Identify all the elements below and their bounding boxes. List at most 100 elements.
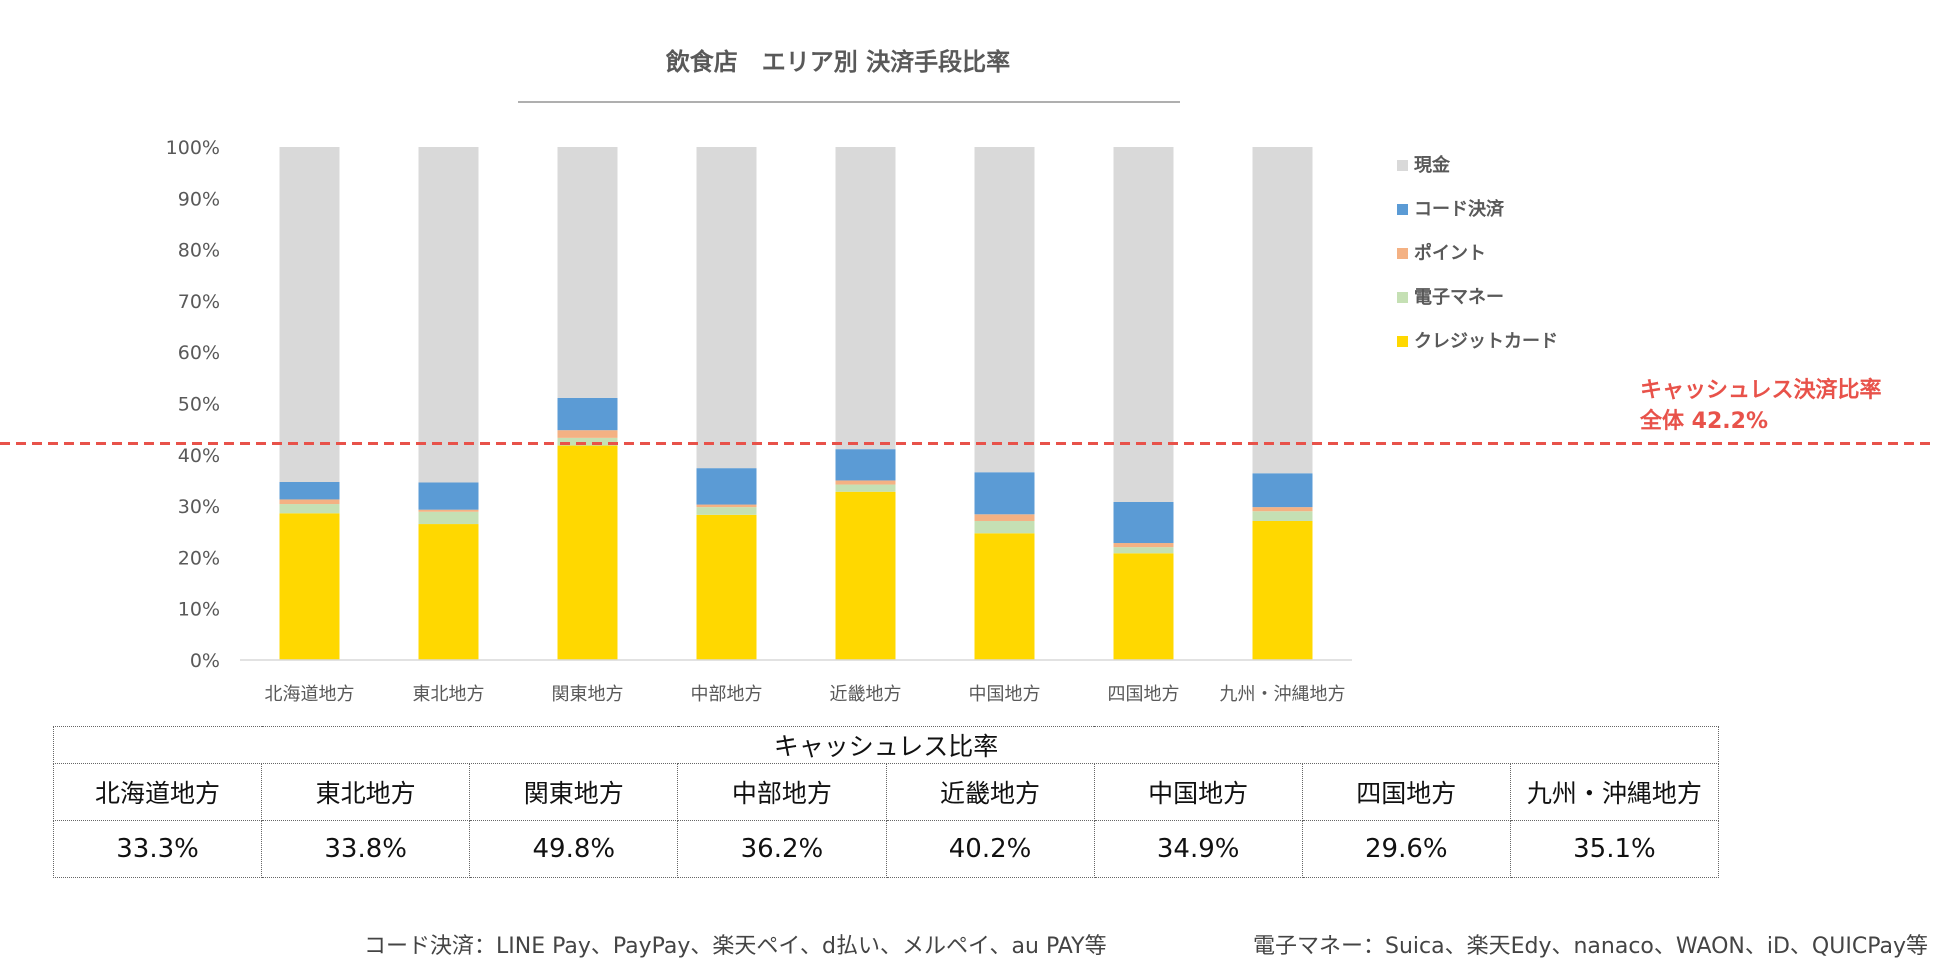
y-tick-label: 50% bbox=[178, 394, 220, 416]
bar-segment bbox=[279, 504, 340, 514]
y-tick-label: 10% bbox=[178, 599, 220, 621]
x-tick-label: 四国地方 bbox=[1108, 684, 1180, 705]
y-tick-label: 30% bbox=[178, 496, 220, 518]
x-tick-label: 中国地方 bbox=[969, 684, 1041, 705]
bar-segment bbox=[557, 430, 618, 438]
table-value-cell: 36.2% bbox=[677, 820, 887, 878]
reference-line-label: キャッシュレス決済比率 bbox=[1640, 377, 1882, 403]
legend-swatch bbox=[1397, 248, 1408, 259]
bar-segment bbox=[974, 533, 1035, 660]
table-region-cell: 東北地方 bbox=[261, 763, 471, 821]
bar-segment bbox=[1252, 473, 1313, 508]
cashless-rate-table: キャッシュレス比率 北海道地方 東北地方 関東地方 中部地方 近畿地方 中国地方… bbox=[52, 726, 1720, 878]
bar-segment bbox=[1113, 543, 1174, 548]
legend-swatch bbox=[1397, 204, 1408, 215]
bar-segment bbox=[557, 437, 618, 446]
bar-segment bbox=[418, 524, 479, 660]
table-row-values: 33.3% 33.8% 49.8% 36.2% 40.2% 34.9% 29.6… bbox=[52, 820, 1720, 878]
x-tick-label: 北海道地方 bbox=[265, 684, 355, 705]
bar-segment bbox=[279, 513, 340, 660]
table-row-regions: 北海道地方 東北地方 関東地方 中部地方 近畿地方 中国地方 四国地方 九州・沖… bbox=[52, 763, 1720, 821]
bar-segment bbox=[418, 147, 479, 483]
y-tick-label: 80% bbox=[178, 240, 220, 262]
bar-segment bbox=[835, 491, 896, 660]
y-axis: 0% 10% 20% 30% 40% 50% 60% 70% 80% 90% 100% bbox=[166, 137, 220, 672]
x-tick-label: 九州・沖縄地方 bbox=[1220, 684, 1346, 705]
bar-segment bbox=[835, 484, 896, 492]
bar-segment bbox=[1252, 507, 1313, 512]
bar-segment bbox=[279, 147, 340, 482]
legend-label: クレジットカード bbox=[1414, 331, 1558, 352]
table-region-cell: 関東地方 bbox=[469, 763, 679, 821]
bar-segment bbox=[279, 481, 340, 500]
bar-segment bbox=[557, 397, 618, 431]
bar-segment bbox=[974, 520, 1035, 534]
bar-segment bbox=[418, 511, 479, 525]
table-region-cell: 九州・沖縄地方 bbox=[1509, 763, 1720, 821]
bar-segment bbox=[696, 507, 757, 515]
x-tick-label: 近畿地方 bbox=[830, 684, 902, 705]
table-region-cell: 中部地方 bbox=[677, 763, 887, 821]
bar-segment bbox=[1113, 553, 1174, 660]
x-axis-labels: 北海道地方 東北地方 関東地方 中部地方 近畿地方 中国地方 四国地方 九州・沖縄地方 bbox=[265, 684, 1346, 705]
bar-segment bbox=[696, 147, 757, 469]
stacked-bar-chart: 飲食店 エリア別 決済手段比率 0% 10% 20% 30% 40% 50% 60% 70% 8… bbox=[0, 48, 1930, 705]
bar-segment bbox=[418, 509, 479, 512]
chart-title: 飲食店 エリア別 決済手段比率 bbox=[665, 48, 1010, 76]
table-value-cell: 29.6% bbox=[1301, 820, 1511, 878]
bar-segment bbox=[974, 472, 1035, 515]
bar-segment bbox=[557, 445, 618, 660]
x-tick-label: 東北地方 bbox=[413, 684, 485, 705]
y-tick-label: 0% bbox=[190, 650, 220, 672]
table-value-cell: 33.8% bbox=[261, 820, 471, 878]
reference-line-value: 全体 42.2% bbox=[1639, 408, 1768, 434]
legend-swatch bbox=[1397, 292, 1408, 303]
bar-segment bbox=[974, 147, 1035, 473]
legend-label: 現金 bbox=[1414, 154, 1451, 176]
bar-segment bbox=[974, 514, 1035, 521]
bar-segment bbox=[1252, 520, 1313, 660]
bar-segment bbox=[696, 468, 757, 505]
bar-segment bbox=[835, 147, 896, 450]
table-value-cell: 34.9% bbox=[1093, 820, 1303, 878]
bar-segment bbox=[418, 482, 479, 510]
x-tick-label: 関東地方 bbox=[552, 684, 624, 705]
legend-swatch bbox=[1397, 160, 1408, 171]
table-value-cell: 40.2% bbox=[885, 820, 1095, 878]
footnote-code-payment: コード決済：LINE Pay、PayPay、楽天ペイ、d払い、メルペイ、au P… bbox=[364, 934, 1107, 959]
bar-segment bbox=[1113, 501, 1174, 544]
table-value-cell: 33.3% bbox=[52, 820, 263, 878]
table-value-cell: 49.8% bbox=[469, 820, 679, 878]
bar-segment bbox=[1252, 511, 1313, 521]
table-region-cell: 中国地方 bbox=[1093, 763, 1303, 821]
table-region-cell: 四国地方 bbox=[1301, 763, 1511, 821]
bar-segment bbox=[696, 514, 757, 660]
legend-swatch bbox=[1397, 336, 1408, 347]
bar-segment bbox=[1113, 147, 1174, 502]
y-tick-label: 60% bbox=[178, 342, 220, 364]
legend-label: コード決済 bbox=[1414, 198, 1505, 220]
table-region-cell: 北海道地方 bbox=[52, 763, 263, 821]
bar-segment bbox=[1252, 147, 1313, 474]
footnote-emoney: 電子マネー：Suica、楽天Edy、nanaco、WAON、iD、QUICPay… bbox=[1253, 934, 1928, 959]
table-title: キャッシュレス比率 bbox=[53, 726, 1719, 764]
bar-segment bbox=[557, 147, 618, 398]
y-tick-label: 70% bbox=[178, 291, 220, 313]
bar-series-group bbox=[279, 147, 1313, 660]
legend-label: 電子マネー bbox=[1414, 287, 1504, 308]
y-tick-label: 20% bbox=[178, 547, 220, 569]
table-value-cell: 35.1% bbox=[1509, 820, 1720, 878]
bar-segment bbox=[835, 449, 896, 481]
y-tick-label: 90% bbox=[178, 188, 220, 210]
y-tick-label: 40% bbox=[178, 445, 220, 467]
bar-segment bbox=[835, 480, 896, 485]
legend-label: ポイント bbox=[1414, 242, 1486, 264]
bar-segment bbox=[279, 499, 340, 505]
table-region-cell: 近畿地方 bbox=[885, 763, 1095, 821]
bar-segment bbox=[696, 504, 757, 508]
y-tick-label: 100% bbox=[166, 137, 220, 159]
bar-segment bbox=[1113, 547, 1174, 554]
x-tick-label: 中部地方 bbox=[691, 684, 763, 705]
